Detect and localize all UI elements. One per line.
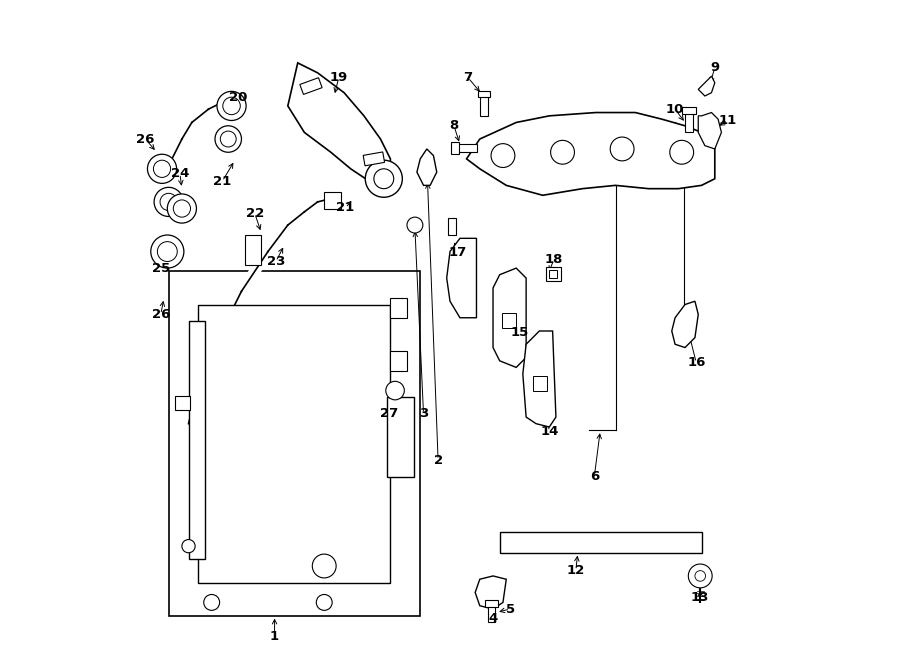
Circle shape: [203, 594, 220, 610]
Bar: [457, 144, 477, 152]
Text: 7: 7: [464, 71, 472, 84]
Bar: [391, 351, 407, 371]
Bar: [391, 298, 407, 318]
Polygon shape: [523, 331, 556, 427]
Circle shape: [174, 200, 191, 217]
Text: 16: 16: [687, 356, 706, 369]
Circle shape: [217, 91, 246, 120]
Polygon shape: [671, 301, 698, 348]
Bar: [176, 396, 190, 410]
Circle shape: [374, 169, 393, 189]
Circle shape: [688, 564, 712, 588]
Text: 20: 20: [229, 91, 248, 105]
Bar: [451, 142, 459, 154]
Bar: [549, 270, 557, 278]
Circle shape: [491, 144, 515, 167]
Bar: [682, 107, 696, 114]
Circle shape: [695, 571, 706, 581]
Circle shape: [365, 160, 402, 197]
Text: 19: 19: [329, 71, 348, 84]
Circle shape: [220, 131, 236, 147]
Polygon shape: [698, 76, 715, 96]
Bar: [485, 600, 499, 607]
Text: 6: 6: [590, 470, 598, 483]
Polygon shape: [493, 268, 526, 367]
Text: 14: 14: [540, 425, 559, 438]
Text: 10: 10: [666, 103, 684, 116]
Text: 9: 9: [710, 61, 719, 74]
Polygon shape: [417, 149, 436, 185]
Text: 18: 18: [544, 253, 563, 266]
Bar: [245, 235, 261, 265]
Polygon shape: [475, 576, 507, 609]
Circle shape: [160, 193, 177, 211]
Polygon shape: [446, 238, 476, 318]
Circle shape: [158, 242, 177, 261]
Circle shape: [182, 540, 195, 553]
Text: 5: 5: [506, 602, 515, 616]
Text: 26: 26: [136, 132, 155, 146]
Text: 24: 24: [171, 167, 189, 180]
Text: 13: 13: [691, 591, 709, 604]
Bar: [387, 397, 414, 477]
Bar: [188, 321, 205, 559]
Circle shape: [312, 554, 336, 578]
Text: 11: 11: [719, 114, 737, 127]
Text: 27: 27: [380, 407, 398, 420]
FancyBboxPatch shape: [168, 271, 420, 616]
Circle shape: [215, 126, 241, 152]
Bar: [480, 96, 488, 116]
Circle shape: [153, 160, 171, 177]
Bar: [546, 267, 561, 281]
Bar: [198, 305, 391, 583]
Text: 17: 17: [449, 246, 467, 260]
Text: 21: 21: [337, 201, 355, 214]
Bar: [478, 91, 490, 97]
Polygon shape: [466, 113, 715, 195]
Circle shape: [148, 154, 176, 183]
Circle shape: [223, 97, 240, 115]
Polygon shape: [698, 113, 722, 149]
Text: 15: 15: [510, 326, 528, 339]
Text: 3: 3: [418, 407, 428, 420]
Circle shape: [167, 194, 196, 223]
Bar: [501, 313, 517, 328]
Circle shape: [407, 217, 423, 233]
Circle shape: [610, 137, 634, 161]
Circle shape: [154, 187, 184, 216]
Text: 22: 22: [246, 207, 264, 220]
Circle shape: [386, 381, 404, 400]
Circle shape: [551, 140, 574, 164]
Bar: [448, 218, 456, 235]
Bar: [364, 152, 384, 166]
Bar: [300, 77, 322, 95]
Text: 23: 23: [266, 255, 285, 268]
Text: 4: 4: [489, 612, 498, 626]
Bar: [533, 376, 547, 391]
Text: 2: 2: [434, 453, 443, 467]
Circle shape: [151, 235, 184, 268]
Circle shape: [316, 594, 332, 610]
Text: 26: 26: [151, 308, 170, 321]
Text: 8: 8: [449, 119, 459, 132]
Bar: [324, 192, 341, 209]
Bar: [685, 113, 693, 132]
Circle shape: [670, 140, 694, 164]
Bar: [489, 606, 495, 622]
Text: 25: 25: [151, 261, 170, 275]
Text: 12: 12: [567, 564, 585, 577]
Polygon shape: [288, 63, 391, 182]
Text: 1: 1: [270, 630, 279, 643]
Bar: [500, 532, 702, 553]
Text: 21: 21: [213, 175, 231, 188]
